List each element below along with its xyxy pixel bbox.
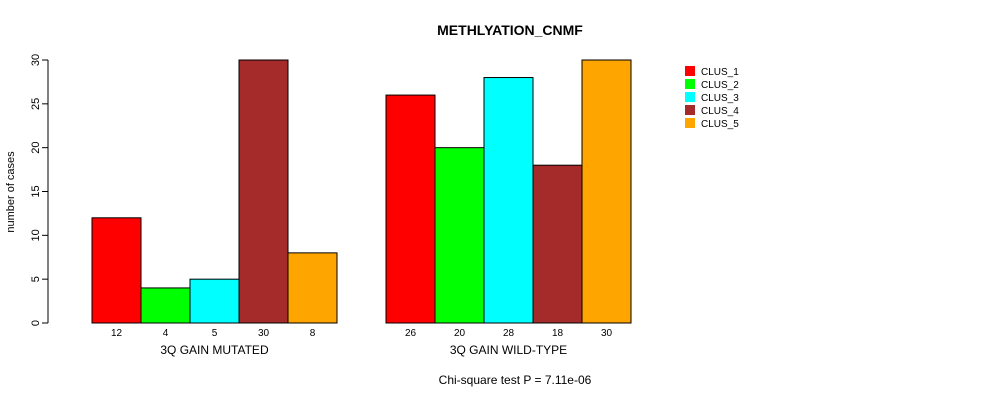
group-label: 3Q GAIN WILD-TYPE: [450, 343, 567, 357]
bar: [434, 147, 485, 324]
legend-swatch: [685, 105, 695, 115]
y-tick-label: 20: [30, 142, 42, 154]
legend-swatch: [685, 66, 695, 76]
y-tick-label: 5: [30, 276, 42, 282]
bar-count-label: 30: [258, 328, 270, 339]
y-tick-label: 10: [30, 229, 42, 241]
bar: [581, 59, 632, 324]
bar-groups: 12 4 5 30 8 3Q GAIN MUTATED 26 20 28 18 30 3Q GAIN …: [91, 59, 632, 357]
group-label: 3Q GAIN MUTATED: [160, 343, 269, 357]
bar-count-label: 4: [163, 328, 169, 339]
y-axis-title: number of cases: [5, 151, 17, 233]
bar: [385, 94, 436, 324]
legend-label: CLUS_5: [701, 119, 739, 130]
bar: [140, 287, 191, 324]
legend-swatch: [685, 79, 695, 89]
legend-label: CLUS_2: [701, 80, 739, 91]
bar-count-label: 26: [405, 328, 417, 339]
bar-count-label: 18: [552, 328, 564, 339]
bar: [189, 278, 240, 324]
bar-count-label: 28: [503, 328, 515, 339]
bar: [483, 77, 534, 324]
bar-count-label: 30: [601, 328, 613, 339]
legend-label: CLUS_3: [701, 93, 739, 104]
bar: [532, 164, 583, 324]
bar-count-label: 8: [310, 328, 316, 339]
y-axis: 0 5 10 15 20 25 30: [30, 54, 49, 326]
chart-title: METHLYATION_CNMF: [437, 22, 583, 38]
bar-count-label: 5: [212, 328, 218, 339]
bar: [238, 59, 289, 324]
bar-group: 12 4 5 30 8 3Q GAIN MUTATED: [91, 59, 338, 357]
legend-swatch: [685, 118, 695, 128]
y-tick-label: 25: [30, 98, 42, 110]
y-tick-label: 15: [30, 185, 42, 197]
chi-square-footnote: Chi-square test P = 7.11e-06: [439, 373, 592, 387]
bar: [91, 217, 142, 324]
bar-count-label: 12: [111, 328, 123, 339]
bar-count-label: 20: [454, 328, 466, 339]
bar-group: 26 20 28 18 30 3Q GAIN WILD-TYPE: [385, 59, 632, 357]
legend-swatch: [685, 92, 695, 102]
y-tick-label: 30: [30, 54, 42, 66]
legend: CLUS_1 CLUS_2 CLUS_3 CLUS_4 CLUS_5: [685, 66, 739, 130]
legend-label: CLUS_4: [701, 106, 739, 117]
legend-label: CLUS_1: [701, 67, 739, 78]
bar: [287, 252, 338, 324]
y-tick-label: 0: [30, 320, 42, 326]
